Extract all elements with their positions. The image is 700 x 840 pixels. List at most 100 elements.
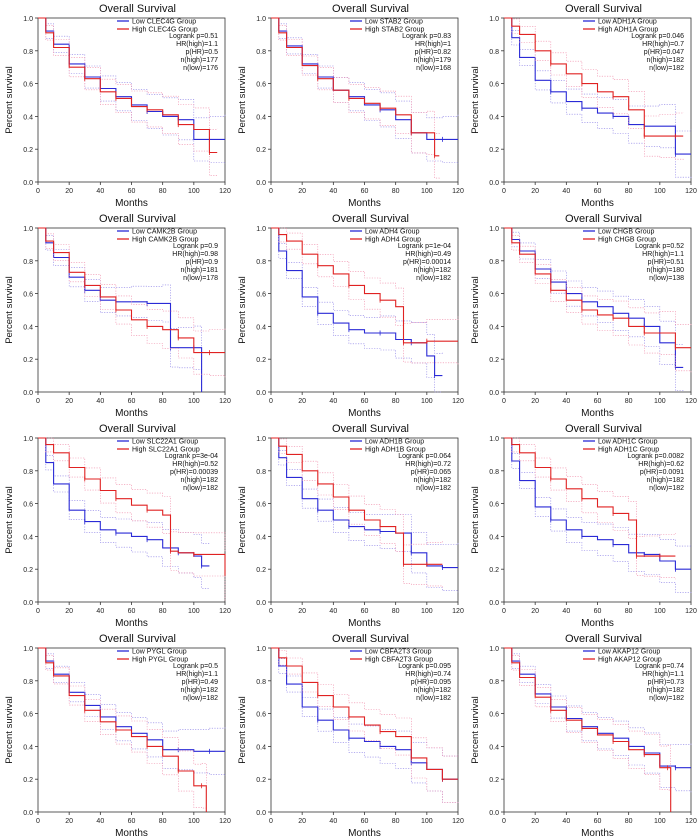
km-panel: Overall Survival 0.0 0.2 0.4 0.6 0.8 1.0 0 20 40 6… [233, 210, 466, 420]
high-group-ci-band [271, 647, 459, 757]
stat-line: n(high)=177 [180, 57, 218, 64]
y-tick-label: 0.4 [489, 324, 499, 331]
y-tick-label: 0.8 [489, 679, 499, 686]
x-tick-label: 100 [654, 818, 666, 825]
x-tick-label: 0 [269, 818, 273, 825]
stat-line: n(high)=182 [180, 477, 218, 484]
stat-line: n(low)=182 [183, 485, 218, 492]
stat-line: HR(high)=1.1 [642, 671, 684, 678]
y-tick-label: 1.0 [489, 16, 499, 23]
x-tick-label: 40 [562, 188, 570, 195]
stat-line: n(low)=182 [649, 695, 684, 702]
y-tick-label: 0.0 [23, 600, 33, 607]
km-chart: Overall Survival 0.0 0.2 0.4 0.6 0.8 1.0 0 20 40 6… [470, 3, 697, 209]
y-tick-label: 0.6 [489, 292, 499, 299]
x-tick-label: 60 [594, 398, 602, 405]
high-group-ci-band [504, 647, 671, 812]
high-group-ci-band [271, 647, 459, 804]
chart-title: Overall Survival [565, 423, 642, 435]
x-tick-label: 20 [531, 608, 539, 615]
stat-line: p(HR)=0.9 [186, 259, 219, 266]
legend-label: High PYGL Group [132, 657, 188, 664]
y-tick-label: 0.6 [23, 712, 33, 719]
x-axis-label: Months [115, 618, 148, 629]
x-tick-label: 80 [159, 608, 167, 615]
y-axis-label: Percent survival [470, 276, 481, 344]
y-axis-label: Percent survival [4, 66, 15, 134]
x-tick-label: 20 [65, 398, 73, 405]
x-tick-label: 100 [654, 398, 666, 405]
stat-line: HR(high)=0.74 [405, 671, 451, 678]
y-tick-label: 0.0 [23, 810, 33, 817]
km-panel: Overall Survival 0.0 0.2 0.4 0.6 0.8 1.0 0 20 40 6… [233, 420, 466, 630]
x-tick-label: 80 [392, 398, 400, 405]
x-tick-label: 40 [562, 398, 570, 405]
y-tick-label: 0.6 [489, 82, 499, 89]
chart-title: Overall Survival [332, 423, 409, 435]
high-group-survival-curve [38, 437, 226, 576]
stat-line: p(HR)=0.047 [644, 49, 684, 56]
low-group-survival-curve [271, 647, 458, 780]
chart-title: Overall Survival [99, 213, 176, 225]
stat-line: n(low)=178 [183, 275, 218, 282]
legend-label: High CAMK2B Group [132, 237, 199, 244]
legend-label: High CLEC4G Group [132, 27, 198, 34]
km-panel: Overall Survival 0.0 0.2 0.4 0.6 0.8 1.0 0 20 40 6… [466, 210, 699, 420]
stat-line: HR(high)=0.7 [642, 41, 684, 48]
legend-label: Low ADH1B Group [365, 439, 424, 446]
x-tick-label: 60 [128, 188, 136, 195]
x-tick-label: 0 [36, 608, 40, 615]
x-tick-label: 60 [128, 608, 136, 615]
high-group-ci-band [271, 437, 443, 546]
low-group-ci-band [504, 17, 692, 179]
x-axis-label: Months [581, 618, 614, 629]
stat-line: Logrank p=3e-04 [165, 453, 218, 460]
stat-line: HR(high)=0.98 [172, 251, 218, 258]
y-tick-label: 1.0 [256, 436, 266, 443]
high-group-ci-band [38, 647, 207, 812]
high-group-ci-band [271, 17, 440, 179]
chart-title: Overall Survival [332, 633, 409, 645]
stat-line: n(high)=182 [646, 57, 684, 64]
stat-line: HR(high)=1.1 [176, 41, 218, 48]
legend-label: Low STAB2 Group [365, 19, 423, 26]
high-group-ci-band [504, 227, 692, 373]
stat-line: p(HR)=0.73 [648, 679, 684, 686]
y-axis-label: Percent survival [4, 486, 15, 554]
y-tick-label: 0.6 [256, 502, 266, 509]
y-tick-label: 0.4 [23, 534, 33, 541]
x-tick-label: 80 [392, 818, 400, 825]
y-tick-label: 0.4 [256, 114, 266, 121]
stat-line: n(low)=176 [183, 65, 218, 72]
stat-line: n(low)=182 [416, 485, 451, 492]
x-tick-label: 120 [685, 818, 697, 825]
y-tick-label: 0.2 [489, 777, 499, 784]
x-tick-label: 60 [594, 188, 602, 195]
x-tick-label: 40 [96, 398, 104, 405]
x-tick-label: 0 [502, 608, 506, 615]
x-tick-label: 80 [625, 818, 633, 825]
y-tick-label: 1.0 [23, 16, 33, 23]
stat-line: n(low)=182 [649, 65, 684, 72]
y-tick-label: 0.4 [489, 744, 499, 751]
low-group-ci-band [38, 227, 202, 392]
x-tick-label: 120 [219, 188, 231, 195]
y-tick-label: 1.0 [23, 226, 33, 233]
chart-title: Overall Survival [332, 213, 409, 225]
y-tick-label: 0.0 [489, 600, 499, 607]
x-tick-label: 60 [361, 608, 369, 615]
high-group-ci-band [38, 227, 226, 332]
high-group-survival-curve [271, 647, 458, 780]
high-group-ci-band [271, 437, 443, 588]
x-axis-label: Months [115, 198, 148, 209]
x-tick-label: 20 [298, 398, 306, 405]
x-axis-label: Months [581, 198, 614, 209]
high-group-survival-curve [504, 647, 672, 812]
y-tick-label: 0.0 [256, 390, 266, 397]
km-panel: Overall Survival 0.0 0.2 0.4 0.6 0.8 1.0 0 20 40 6… [466, 420, 699, 630]
x-tick-label: 20 [65, 818, 73, 825]
x-tick-label: 20 [298, 188, 306, 195]
stat-line: p(HR)=0.5 [186, 49, 219, 56]
y-tick-label: 0.2 [23, 777, 33, 784]
x-tick-label: 60 [594, 608, 602, 615]
